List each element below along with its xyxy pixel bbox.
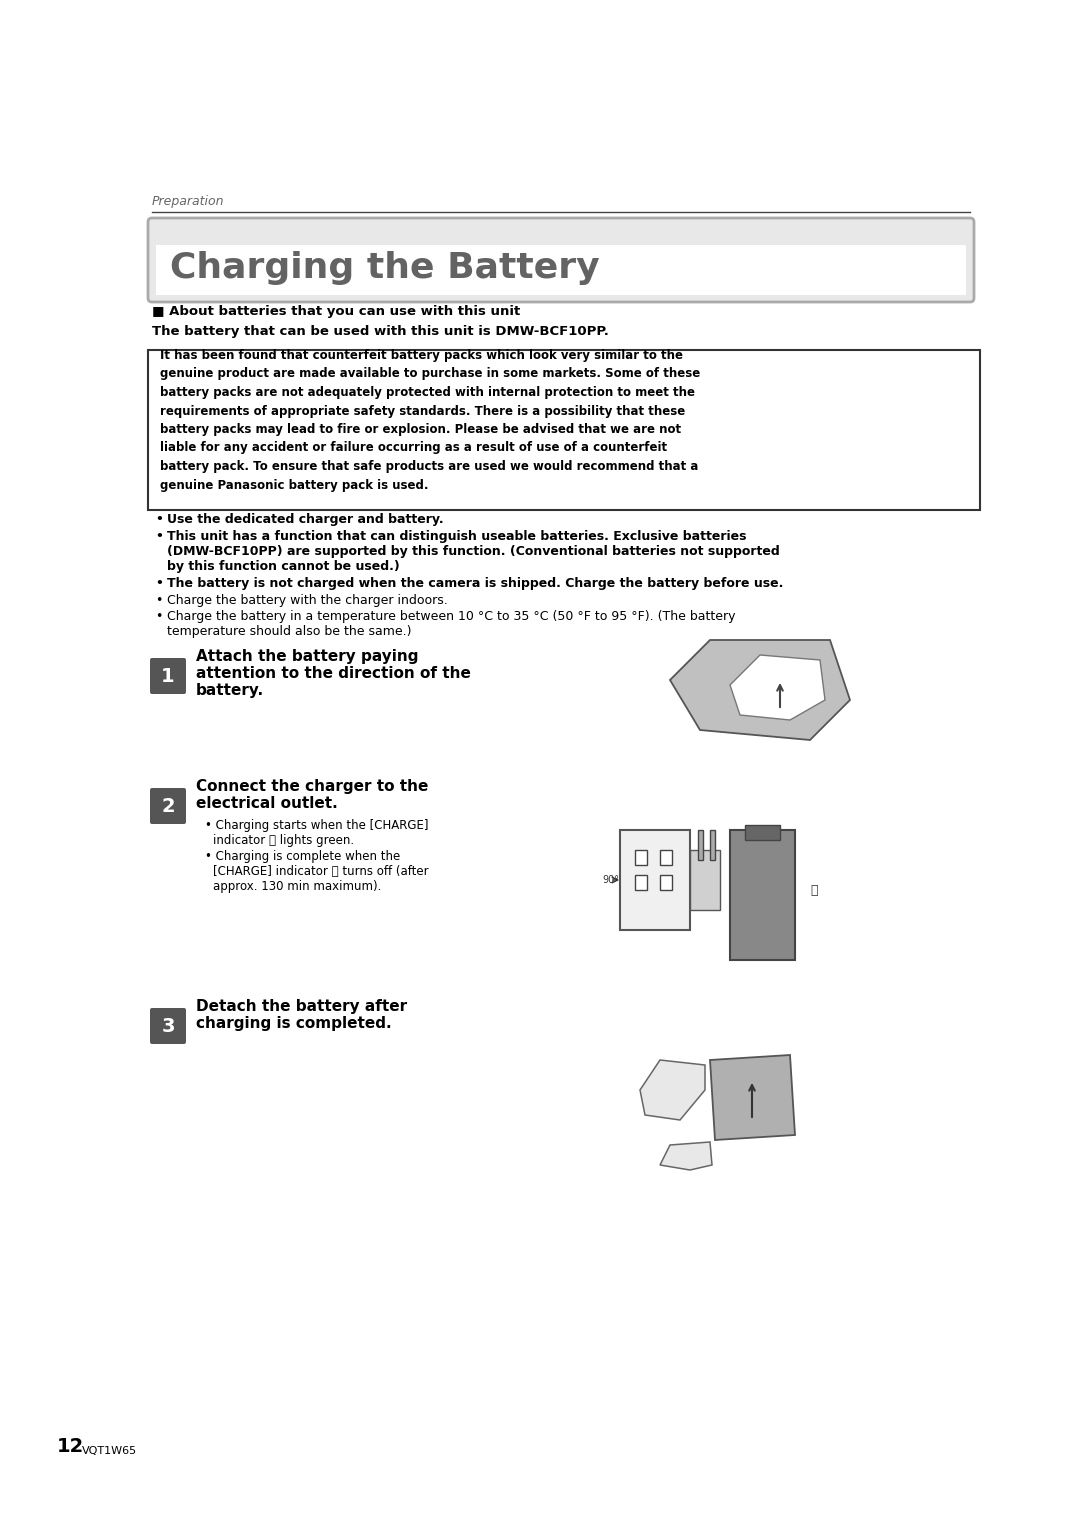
Bar — [660, 874, 672, 890]
Text: Charge the battery in a temperature between 10 °C to 35 °C (50 °F to 95 °F). (Th: Charge the battery in a temperature betw… — [167, 610, 735, 623]
Text: • Charging is complete when the: • Charging is complete when the — [205, 850, 401, 864]
Polygon shape — [670, 639, 850, 740]
Text: approx. 130 min maximum).: approx. 130 min maximum). — [213, 881, 381, 893]
Text: requirements of appropriate safety standards. There is a possibility that these: requirements of appropriate safety stand… — [160, 404, 685, 418]
Text: indicator Ⓐ lights green.: indicator Ⓐ lights green. — [213, 835, 354, 847]
Bar — [745, 826, 780, 839]
Text: Ⓐ: Ⓐ — [810, 884, 818, 896]
Text: •: • — [156, 513, 163, 526]
Text: battery packs may lead to fire or explosion. Please be advised that we are not: battery packs may lead to fire or explos… — [160, 423, 681, 436]
Text: [CHARGE] indicator Ⓐ turns off (after: [CHARGE] indicator Ⓐ turns off (after — [213, 865, 429, 877]
Text: 2: 2 — [161, 797, 175, 815]
Text: charging is completed.: charging is completed. — [195, 1016, 392, 1032]
Bar — [156, 223, 966, 246]
FancyBboxPatch shape — [150, 658, 186, 694]
Bar — [156, 240, 966, 295]
Text: VQT1W65: VQT1W65 — [82, 1447, 137, 1456]
Text: battery.: battery. — [195, 684, 265, 697]
Text: ■ About batteries that you can use with this unit: ■ About batteries that you can use with … — [152, 305, 521, 317]
Text: Charging the Battery: Charging the Battery — [170, 250, 599, 285]
Text: •: • — [156, 594, 162, 607]
Text: It has been found that counterfeit battery packs which look very similar to the: It has been found that counterfeit batte… — [160, 349, 683, 362]
FancyBboxPatch shape — [148, 218, 974, 302]
Bar — [635, 874, 647, 890]
Bar — [710, 830, 715, 861]
Text: This unit has a function that can distinguish useable batteries. Exclusive batte: This unit has a function that can distin… — [167, 530, 746, 543]
Bar — [635, 850, 647, 865]
Bar — [730, 830, 795, 960]
Text: Attach the battery paying: Attach the battery paying — [195, 649, 419, 664]
Bar — [660, 850, 672, 865]
Text: liable for any accident or failure occurring as a result of use of a counterfeit: liable for any accident or failure occur… — [160, 441, 667, 455]
Text: Use the dedicated charger and battery.: Use the dedicated charger and battery. — [167, 513, 444, 526]
Text: 3: 3 — [161, 1016, 175, 1036]
Text: by this function cannot be used.): by this function cannot be used.) — [167, 560, 400, 572]
Text: The battery is not charged when the camera is shipped. Charge the battery before: The battery is not charged when the came… — [167, 577, 783, 591]
Text: battery packs are not adequately protected with internal protection to meet the: battery packs are not adequately protect… — [160, 386, 696, 398]
Text: •: • — [156, 610, 162, 623]
Text: Detach the battery after: Detach the battery after — [195, 1000, 407, 1013]
Text: genuine Panasonic battery pack is used.: genuine Panasonic battery pack is used. — [160, 479, 429, 491]
Text: battery pack. To ensure that safe products are used we would recommend that a: battery pack. To ensure that safe produc… — [160, 459, 699, 473]
Bar — [698, 830, 703, 861]
Bar — [148, 349, 980, 510]
FancyBboxPatch shape — [150, 787, 186, 824]
Text: Charge the battery with the charger indoors.: Charge the battery with the charger indo… — [167, 594, 448, 607]
Text: 90°: 90° — [602, 874, 619, 885]
Text: genuine product are made available to purchase in some markets. Some of these: genuine product are made available to pu… — [160, 368, 700, 380]
Polygon shape — [640, 1061, 705, 1120]
Text: (DMW-BCF10PP) are supported by this function. (Conventional batteries not suppor: (DMW-BCF10PP) are supported by this func… — [167, 545, 780, 559]
Text: •: • — [156, 577, 163, 591]
Text: temperature should also be the same.): temperature should also be the same.) — [167, 626, 411, 638]
Text: 1: 1 — [161, 667, 175, 685]
Polygon shape — [660, 1141, 712, 1170]
Text: Preparation: Preparation — [152, 195, 225, 208]
Text: 12: 12 — [57, 1437, 84, 1456]
Polygon shape — [710, 1054, 795, 1140]
Polygon shape — [730, 655, 825, 720]
Text: • Charging starts when the [CHARGE]: • Charging starts when the [CHARGE] — [205, 819, 429, 832]
FancyBboxPatch shape — [150, 1009, 186, 1044]
Text: •: • — [156, 530, 163, 543]
Text: The battery that can be used with this unit is DMW-BCF10PP.: The battery that can be used with this u… — [152, 325, 609, 337]
Text: attention to the direction of the: attention to the direction of the — [195, 665, 471, 681]
Text: Connect the charger to the: Connect the charger to the — [195, 778, 429, 794]
Text: electrical outlet.: electrical outlet. — [195, 797, 338, 810]
Bar — [620, 830, 690, 929]
Bar — [690, 850, 720, 909]
